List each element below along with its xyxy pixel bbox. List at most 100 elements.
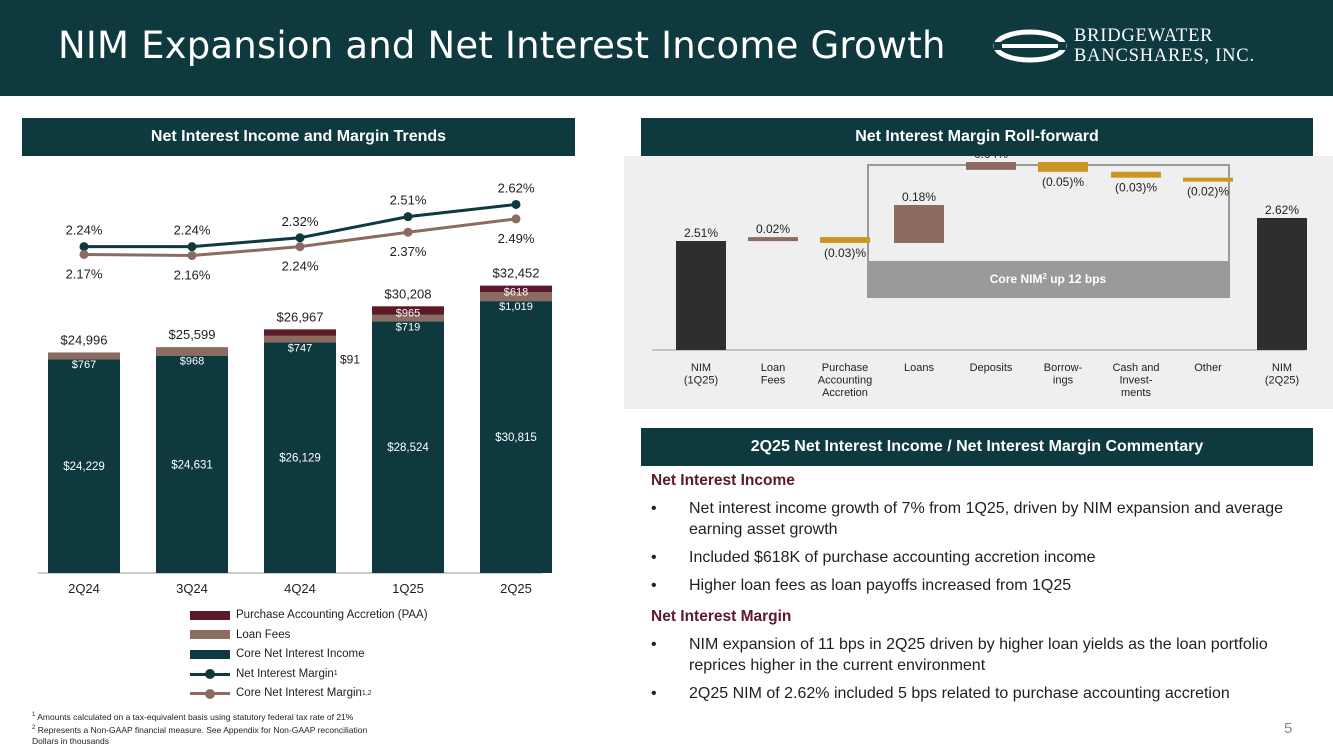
waterfall-category-label: Accounting [818,375,872,387]
core-nim-label: 2.16% [174,268,211,283]
paa-label: $618 [504,287,528,299]
nim-bullet-list: NIM expansion of 11 bps in 2Q25 driven b… [651,634,1321,704]
decrease-bar [1038,162,1088,172]
waterfall-category-label: NIM [1272,362,1292,374]
core-nim-point [187,251,197,261]
increase-bar [748,237,798,242]
waterfall-category-label: Purchase [822,362,868,374]
logo-mark-icon [993,29,1067,63]
waterfall-category-label: Borrow- [1044,362,1083,374]
core-nii-label: $30,815 [495,432,537,444]
nim-bullet: 2Q25 NIM of 2.62% included 5 bps related… [651,683,1321,704]
nim-label: 2.62% [498,180,535,195]
core-nim-point [403,227,413,237]
decrease-bar [1111,171,1161,178]
loan-fees-label: $1,019 [499,301,533,313]
legend-label: Core Net Interest Margin [236,687,362,699]
bar-segment-loan-fees [372,314,444,322]
x-tick-label: 2Q25 [500,581,532,596]
company-logo: BRIDGEWATER BANCSHARES, INC. [992,24,1282,70]
nim-point [511,199,521,209]
legend-item: Net Interest Margin 1 [190,666,338,682]
nim-total-label: 2.51% [684,226,718,240]
legend-item: Core Net Interest Margin 1,2 [190,685,372,701]
bar-segment-core-net-interest-income [48,359,120,573]
waterfall-category-label: NIM [691,362,711,374]
legend-label: Net Interest Margin [236,667,334,680]
increase-bar [894,205,944,243]
waterfall-category-label: ings [1053,375,1074,387]
rollforward-panel: Core NIM2 up 12 bps 2.51% NIM (1Q25) 0.02% Lo… [624,147,1333,409]
legend-swatch [190,687,230,699]
increase-label: 0.18% [902,190,936,204]
bar-segment-core-net-interest-income [156,355,228,573]
bar-segment-core-net-interest-income [372,321,444,573]
nim-label: 2.24% [66,223,103,238]
total-label: $24,996 [61,332,108,347]
paa-label: $91 [340,352,360,366]
nim-label: 2.32% [282,214,319,229]
x-tick-label: 2Q24 [68,581,100,596]
nim-total-label: 2.62% [1265,203,1299,217]
loan-fees-label: $719 [396,321,420,333]
nim-point [187,242,197,252]
waterfall-category-label: Loan [761,362,785,374]
nii-heading: Net Interest Income [651,472,795,489]
core-nim-point [79,249,89,259]
core-nim-label: 2.49% [498,231,535,246]
waterfall-category-label: (2Q25) [1265,375,1299,387]
bar-segment-core-net-interest-income [264,342,336,573]
bar-segment-loan-fees [156,347,228,356]
legend-label: Core Net Interest Income [236,648,365,660]
nii-margin-chart: $24,229 $767 $24,996 2Q24 $24,631 $968 $25,599… [38,180,552,596]
legend-swatch [190,649,230,659]
nim-rollforward-chart: Core NIM2 up 12 bps2.51%NIM(1Q25)0.02%Lo… [652,147,1307,399]
nim-heading: Net Interest Margin [651,608,792,625]
bar-segment-loan-fees [480,292,552,302]
decrease-label: (0.03)% [1115,181,1157,195]
core-nim-label: 2.17% [66,266,103,281]
waterfall-category-label: Accretion [822,387,868,399]
total-label: $32,452 [493,266,540,281]
core-nim-annotation-band [869,261,1228,296]
rollforward-section-title: Net Interest Margin Roll-forward [641,118,1313,156]
loan-fees-label: $968 [180,356,204,368]
waterfall-category-label: Other [1194,362,1222,374]
loan-fees-label: $767 [72,359,96,371]
nim-label: 2.51% [390,193,427,208]
legend-swatch [190,668,230,680]
logo-line-2: BANCSHARES, INC. [1074,46,1255,66]
nim-point [79,242,89,252]
nii-bullet: Higher loan fees as loan payoffs increas… [651,575,1321,596]
bar-segment-purchase-accounting-accretion-paa [372,306,444,315]
chart-legend: Purchase Accounting Accretion (PAA) Loan … [190,607,490,707]
bar-segment-loan-fees [264,335,336,343]
paa-label: $965 [396,307,420,319]
waterfall-category-label: Fees [761,375,786,387]
bar-segment-purchase-accounting-accretion-paa [264,329,336,336]
loan-fees-label: $747 [288,342,312,354]
waterfall-category-label: ments [1121,387,1151,399]
legend-sup: 1 [333,670,338,677]
total-label: $25,599 [169,327,216,342]
commentary-body: Net Interest Income Net interest income … [651,472,1321,711]
bar-segment-core-net-interest-income [480,301,552,573]
core-nii-label: $28,524 [387,442,429,454]
nim-point [295,233,305,243]
left-section-title: Net Interest Income and Margin Trends [22,118,575,156]
footnote-1: 1 Amounts calculated on a tax-equivalent… [32,711,354,722]
decrease-label: (0.05)% [1042,175,1084,189]
increase-label: 0.02% [756,222,790,236]
nim-bullet: NIM expansion of 11 bps in 2Q25 driven b… [651,634,1321,676]
page-title: NIM Expansion and Net Interest Income Gr… [58,24,946,67]
nii-bullet: Included $618K of purchase accounting ac… [651,547,1321,568]
footnote-2: 2 Represents a Non-GAAP financial measur… [32,724,368,735]
nii-bullet-list: Net interest income growth of 7% from 1Q… [651,498,1321,596]
header-bar: NIM Expansion and Net Interest Income Gr… [0,0,1333,96]
decrease-label: (0.03)% [824,246,866,260]
decrease-label: (0.02)% [1187,185,1229,199]
legend-label: Purchase Accounting Accretion (PAA) [236,609,428,621]
commentary-section-title: 2Q25 Net Interest Income / Net Interest … [641,428,1313,466]
core-nii-label: $24,631 [171,459,213,471]
footnote-3: Dollars in thousands [32,735,110,746]
